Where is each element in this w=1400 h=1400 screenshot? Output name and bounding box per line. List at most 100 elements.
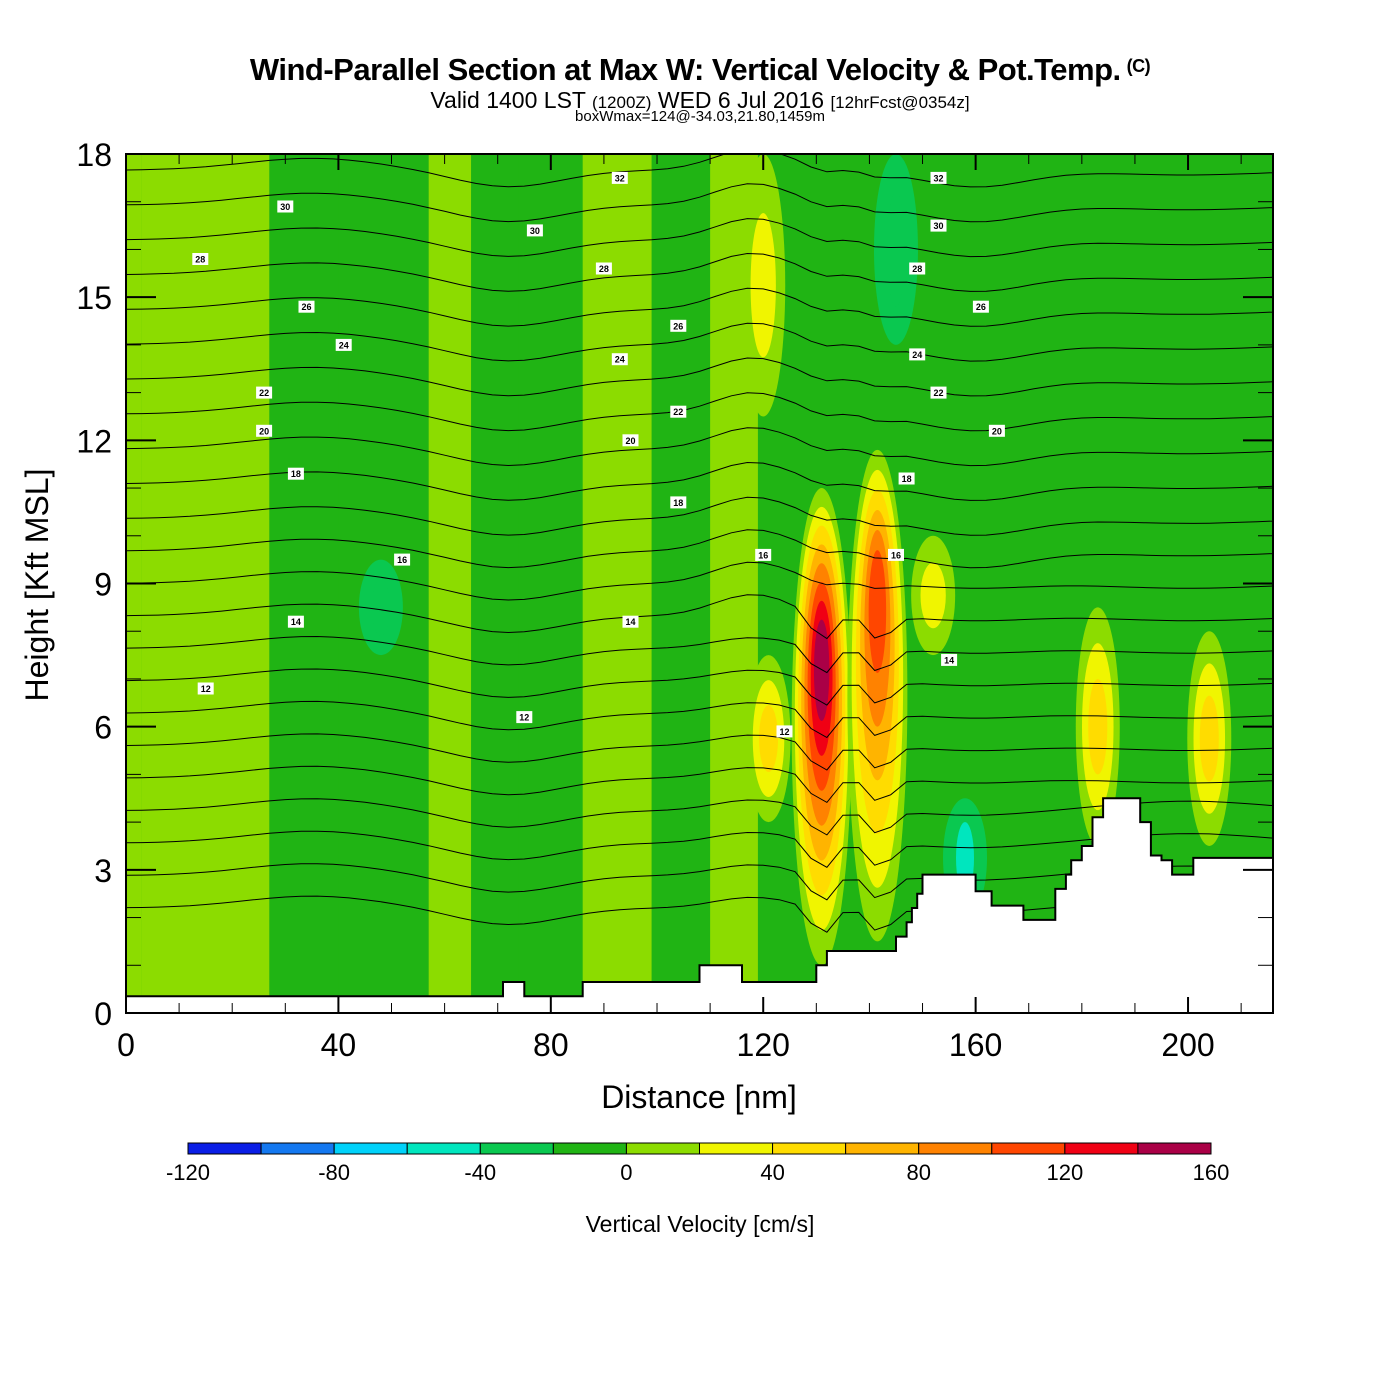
contour-label-text: 14 bbox=[291, 617, 301, 627]
contour-label-box bbox=[776, 725, 793, 738]
contour-label-box bbox=[197, 682, 214, 695]
contour-label: 24 bbox=[909, 348, 926, 361]
theta-contour-line bbox=[126, 252, 1273, 292]
colorbar-tick-label: 80 bbox=[906, 1160, 930, 1185]
contour-label-box bbox=[898, 472, 915, 485]
velocity-field bbox=[126, 154, 1273, 1013]
colorbar-swatch bbox=[625, 1142, 701, 1155]
zulu-time: (1200Z) bbox=[591, 93, 652, 112]
valid-time: Valid 1400 LST bbox=[430, 87, 586, 113]
contour-label: 24 bbox=[335, 338, 352, 351]
colorbar-swatch bbox=[333, 1142, 408, 1155]
contour-label: 28 bbox=[595, 262, 612, 275]
contour-label-box bbox=[298, 300, 315, 313]
contour-label-text: 30 bbox=[530, 226, 540, 236]
theta-contour-line bbox=[126, 830, 1273, 868]
colorbar-swatch bbox=[1137, 1142, 1212, 1155]
theta-contour-line bbox=[126, 218, 1273, 258]
colorbar-tick-label: 120 bbox=[1046, 1160, 1083, 1185]
theta-contour-line bbox=[126, 427, 1273, 467]
colorbar-swatch bbox=[1064, 1142, 1139, 1155]
contour-label-box bbox=[909, 262, 926, 275]
contour-label: 22 bbox=[256, 386, 273, 399]
colorbar-tick-label: 0 bbox=[620, 1160, 632, 1185]
theta-contour-line bbox=[126, 733, 1273, 771]
updraft-core bbox=[1088, 678, 1108, 775]
contour-label: 12 bbox=[516, 711, 533, 724]
theta-contour-line bbox=[126, 183, 1273, 223]
x-tick-label: 0 bbox=[117, 1027, 135, 1063]
contour-label-box bbox=[941, 653, 958, 666]
contour-label: 18 bbox=[287, 467, 304, 480]
colorbar-swatch bbox=[845, 1142, 920, 1155]
contour-label-text: 22 bbox=[259, 388, 269, 398]
colorbar-tick-label: -80 bbox=[318, 1160, 350, 1185]
contour-label-text: 20 bbox=[625, 436, 635, 446]
contour-label-box bbox=[595, 262, 612, 275]
contour-label-box bbox=[526, 224, 543, 237]
contour-label-text: 20 bbox=[992, 426, 1002, 436]
x-tick-label: 40 bbox=[321, 1027, 357, 1063]
theta-contour-line bbox=[126, 765, 1273, 804]
contour-label: 16 bbox=[755, 548, 772, 561]
contour-label-text: 22 bbox=[933, 388, 943, 398]
y-tick-label: 6 bbox=[94, 710, 112, 746]
contour-label-box bbox=[622, 434, 639, 447]
contour-label-box bbox=[670, 405, 687, 418]
contour-label-text: 22 bbox=[673, 407, 683, 417]
theta-contour-line bbox=[126, 357, 1273, 397]
updraft-core bbox=[920, 562, 946, 629]
theta-contour-line bbox=[126, 154, 1273, 188]
chart-title: Wind-Parallel Section at Max W: Vertical… bbox=[0, 52, 1400, 88]
colorbar-swatch bbox=[552, 1142, 627, 1155]
velocity-band bbox=[428, 154, 472, 1013]
contour-label: 20 bbox=[256, 424, 273, 437]
contour-label: 16 bbox=[888, 548, 904, 561]
contour-label-text: 32 bbox=[615, 173, 625, 183]
contour-label: 30 bbox=[526, 224, 543, 237]
theta-contour-line bbox=[126, 668, 1273, 706]
contour-label-text: 24 bbox=[339, 340, 349, 350]
contour-label: 28 bbox=[909, 262, 926, 275]
y-tick-label: 15 bbox=[76, 280, 112, 316]
contour-label-box bbox=[516, 711, 533, 724]
x-tick-label: 120 bbox=[737, 1027, 790, 1063]
contour-label: 26 bbox=[298, 300, 315, 313]
updraft-core bbox=[813, 619, 830, 721]
contour-label-text: 12 bbox=[519, 713, 529, 723]
contour-label-box bbox=[622, 615, 639, 628]
colorbar-swatch bbox=[918, 1142, 993, 1155]
colorbar-swatch bbox=[772, 1142, 847, 1155]
contour-label-text: 26 bbox=[301, 302, 311, 312]
contour-label-box bbox=[611, 171, 628, 184]
contour-label-text: 12 bbox=[201, 684, 211, 694]
theta-contour-line bbox=[126, 700, 1273, 739]
contour-label: 14 bbox=[622, 615, 639, 628]
y-tick-label: 3 bbox=[94, 853, 112, 889]
theta-contour-line bbox=[126, 392, 1273, 432]
copyright-mark: (C) bbox=[1126, 56, 1151, 76]
theta-contour-line bbox=[126, 798, 1273, 836]
x-tick-label: 80 bbox=[533, 1027, 569, 1063]
contour-label: 26 bbox=[670, 319, 687, 332]
contour-label-box bbox=[394, 553, 411, 566]
downdraft-core bbox=[886, 192, 905, 307]
theta-contour-line bbox=[126, 529, 1273, 569]
colorbar-swatch bbox=[406, 1142, 481, 1155]
contour-label-box bbox=[256, 386, 273, 399]
forecast-info: [12hrFcst@0354z] bbox=[830, 93, 970, 112]
y-tick-label: 12 bbox=[76, 423, 112, 459]
contour-label-box bbox=[988, 424, 1005, 437]
contour-label-text: 14 bbox=[625, 617, 635, 627]
contour-label: 12 bbox=[197, 682, 214, 695]
contour-label: 22 bbox=[930, 386, 947, 399]
contour-label-text: 28 bbox=[912, 264, 922, 274]
contour-labels: 28 30 26 24 22 20 18 16 14 12 32 30 28 26 24 22 20 18 14 12… bbox=[192, 171, 1005, 738]
contour-label: 26 bbox=[972, 300, 989, 313]
contour-label-text: 26 bbox=[673, 321, 683, 331]
contour-label-box bbox=[888, 548, 904, 561]
chart-subtitle: Valid 1400 LST (1200Z) WED 6 Jul 2016 [1… bbox=[0, 87, 1400, 114]
contour-label-text: 28 bbox=[599, 264, 609, 274]
theta-contour-line bbox=[126, 496, 1273, 536]
